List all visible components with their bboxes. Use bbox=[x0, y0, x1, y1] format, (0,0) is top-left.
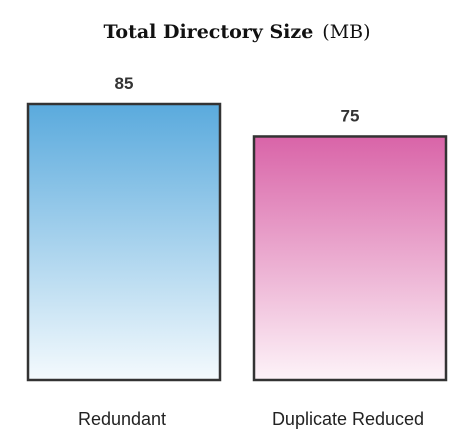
bar-duplicate-reduced bbox=[252, 135, 448, 382]
category-label-redundant: Redundant bbox=[78, 409, 166, 429]
category-label-duplicate-reduced: Duplicate Reduced bbox=[272, 409, 424, 429]
chart-title: Total Directory Size (MB) bbox=[103, 21, 370, 43]
bars-group: 85 Redundant 75 Duplicate Reduced bbox=[26, 74, 448, 429]
bar-redundant bbox=[26, 102, 222, 382]
value-label-redundant: 85 bbox=[115, 74, 134, 93]
chart-title-unit: (MB) bbox=[322, 21, 370, 43]
chart-title-main: Total Directory Size bbox=[103, 21, 313, 43]
value-label-duplicate-reduced: 75 bbox=[341, 106, 360, 125]
